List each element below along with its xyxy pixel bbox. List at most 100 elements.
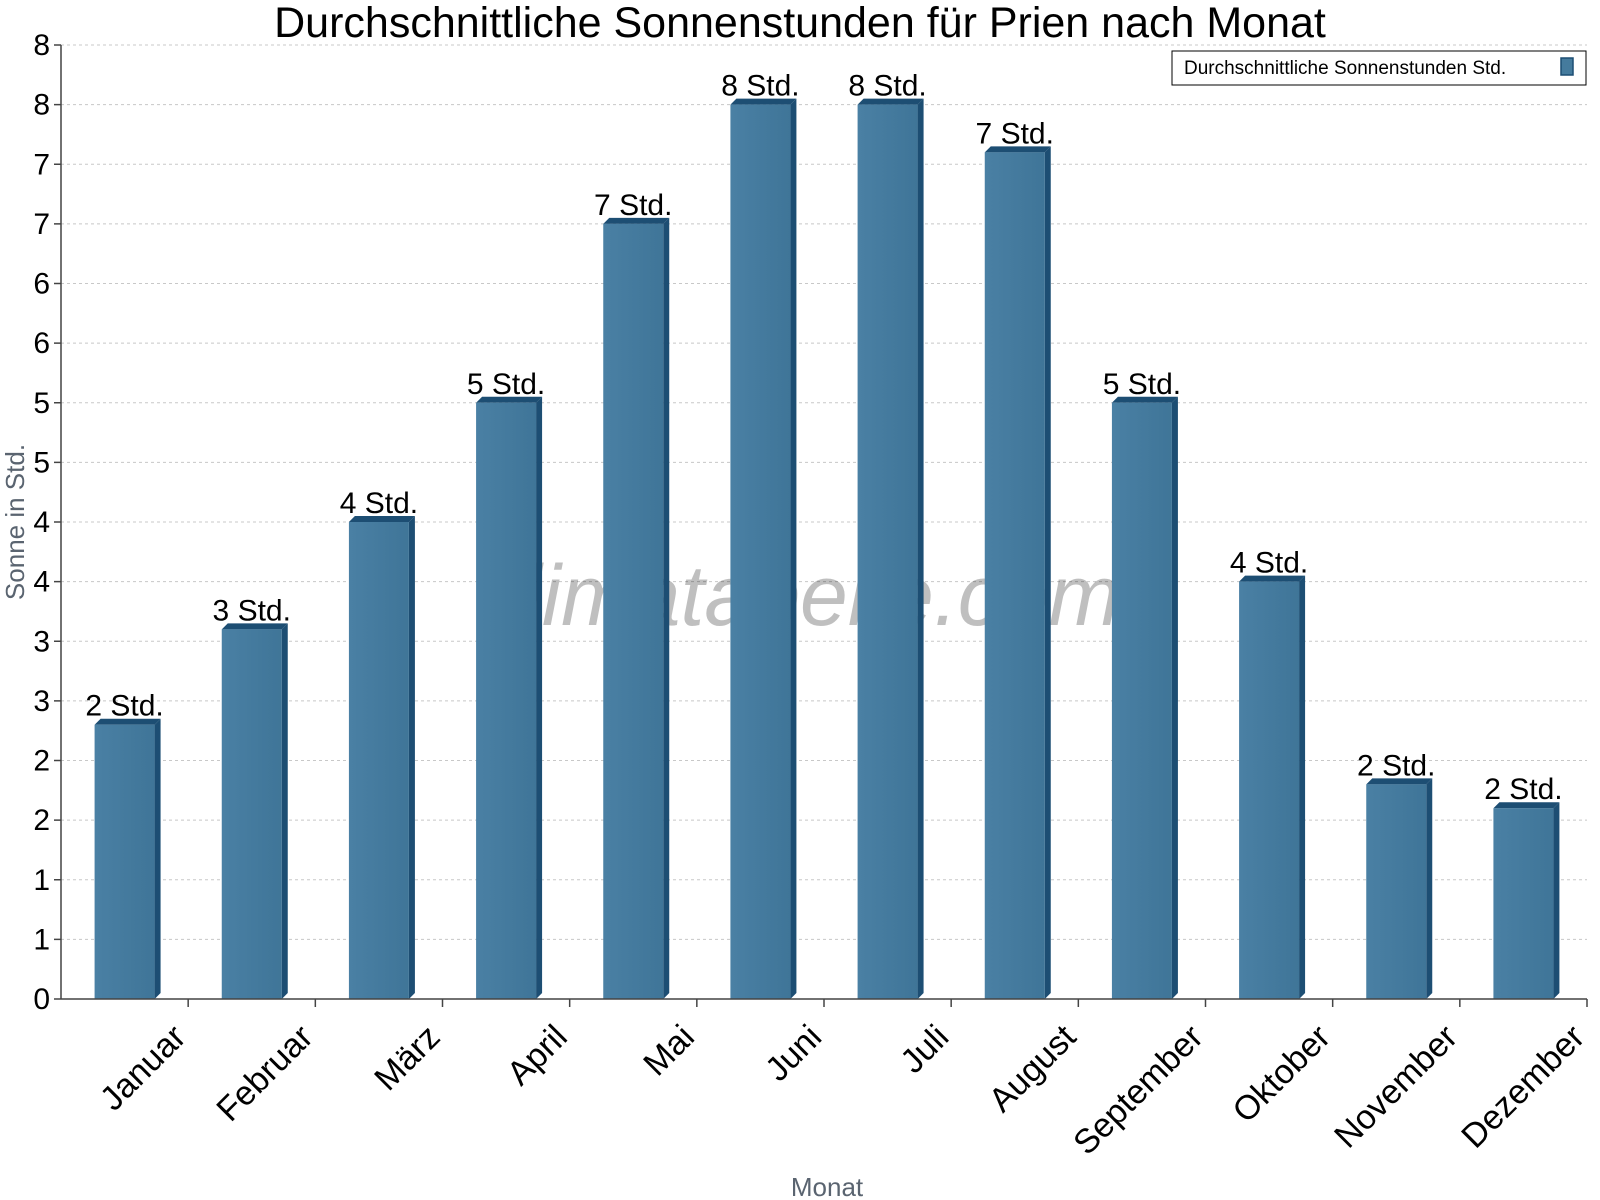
y-tick-label: 2 (33, 745, 50, 778)
x-tick-label: September (1066, 1018, 1210, 1162)
y-tick-label: 8 (33, 29, 50, 62)
x-tick-label: November (1327, 1018, 1465, 1156)
x-axis-ticks: Januar Februar März April Mai Juni Juli AugustS… (93, 999, 1592, 1162)
bar-front (1493, 808, 1554, 999)
data-label: 2 Std. (1484, 773, 1562, 806)
y-axis-ticks: 0 1 1 2 2 3 3 4 4 5 5 6 6 7 7 8 8 (33, 29, 61, 1016)
x-tick-label: Februar (209, 1018, 320, 1129)
bar-9 (1111, 396, 1178, 999)
bar-8 (984, 146, 1051, 999)
bar-4 (476, 396, 543, 999)
data-label: 8 Std. (721, 70, 799, 103)
x-tick-label: März (367, 1018, 447, 1098)
data-label: 5 Std. (1103, 368, 1181, 401)
bar-top (1366, 778, 1433, 785)
y-tick-label: 3 (33, 625, 50, 658)
bar-top (348, 516, 415, 522)
grid-lines (61, 44, 1587, 940)
bar-front (1111, 402, 1172, 999)
bar-side (1426, 778, 1433, 999)
bar-front (221, 629, 282, 999)
bar-3 (348, 516, 415, 999)
x-tick-label: Juni (758, 1018, 829, 1089)
y-axis-title: Sonne in Std. (0, 444, 30, 600)
data-label: 5 Std. (467, 368, 545, 401)
y-tick-label: 4 (33, 566, 50, 599)
bar-top (857, 98, 924, 105)
data-labels: 2 Std. 3 Std. 4 Std. 5 Std. 7 Std. 8 Std. 8 St… (85, 70, 1562, 807)
y-tick-label: 8 (33, 89, 50, 122)
data-label: 4 Std. (1230, 547, 1308, 580)
x-axis-title: Monat (791, 1172, 864, 1200)
chart-title: Durchschnittliche Sonnenstunden für Prie… (274, 0, 1326, 47)
y-tick-label: 7 (33, 208, 50, 241)
bar-front (984, 152, 1045, 999)
bar-top (221, 623, 288, 630)
legend-swatch (1560, 57, 1574, 76)
bar-side (154, 718, 161, 999)
y-tick-label: 0 (33, 983, 50, 1016)
bar-side (790, 98, 797, 999)
x-tick-label: Januar (93, 1018, 193, 1118)
bar-5 (603, 217, 670, 999)
bar-top (730, 98, 797, 105)
data-label: 2 Std. (85, 690, 163, 723)
bar-top (603, 217, 670, 224)
bar-side (1044, 146, 1051, 999)
bar-front (603, 223, 664, 999)
bar-side (281, 623, 288, 999)
y-tick-label: 6 (33, 268, 50, 301)
bar-top (984, 146, 1051, 153)
bar-top (1239, 575, 1306, 582)
data-label: 2 Std. (1357, 749, 1435, 782)
data-label: 7 Std. (976, 117, 1054, 150)
x-tick-label: Mai (636, 1018, 702, 1084)
bar-side (1299, 575, 1306, 999)
legend-label: Durchschnittliche Sonnenstunden Std. (1184, 58, 1506, 79)
bar-top (94, 718, 161, 725)
bar-side (1171, 396, 1178, 999)
bar-front (1239, 581, 1300, 999)
bar-1 (94, 718, 161, 999)
data-label: 4 Std. (340, 487, 418, 520)
y-tick-label: 7 (33, 148, 50, 181)
bar-side (408, 516, 415, 999)
y-tick-label: 3 (33, 685, 50, 718)
bar-front (348, 522, 409, 999)
bar-front (476, 402, 537, 999)
bar-side (663, 217, 670, 999)
bar-front (94, 724, 155, 999)
bar-top (476, 396, 543, 403)
y-tick-label: 4 (33, 506, 50, 539)
bar-7 (857, 98, 924, 999)
y-tick-label: 1 (33, 923, 50, 956)
bar-front (730, 104, 791, 999)
bar-top (1111, 396, 1178, 403)
data-label: 7 Std. (594, 189, 672, 222)
y-tick-label: 6 (33, 327, 50, 360)
bar-side (536, 396, 543, 999)
y-tick-label: 2 (33, 804, 50, 837)
legend: Durchschnittliche Sonnenstunden Std. (1171, 50, 1587, 86)
bar-front (857, 104, 918, 999)
x-tick-label: Juli (893, 1018, 956, 1081)
data-label: 3 Std. (213, 594, 291, 627)
y-tick-label: 1 (33, 864, 50, 897)
y-tick-label: 5 (33, 446, 50, 479)
x-tick-label: Dezember (1454, 1018, 1592, 1156)
bar-side (917, 98, 924, 999)
bars (94, 98, 1560, 999)
bar-11 (1366, 778, 1433, 999)
x-tick-label: August (982, 1017, 1084, 1119)
bar-front (1366, 784, 1427, 999)
x-tick-label: Oktober (1225, 1018, 1337, 1130)
data-label: 8 Std. (848, 70, 926, 103)
y-tick-label: 5 (33, 387, 50, 420)
legend-box (1171, 50, 1587, 86)
bar-2 (221, 623, 288, 999)
bar-10 (1239, 575, 1306, 999)
bar-side (1553, 802, 1560, 999)
x-tick-label: April (500, 1018, 575, 1093)
bar-6 (730, 98, 797, 999)
